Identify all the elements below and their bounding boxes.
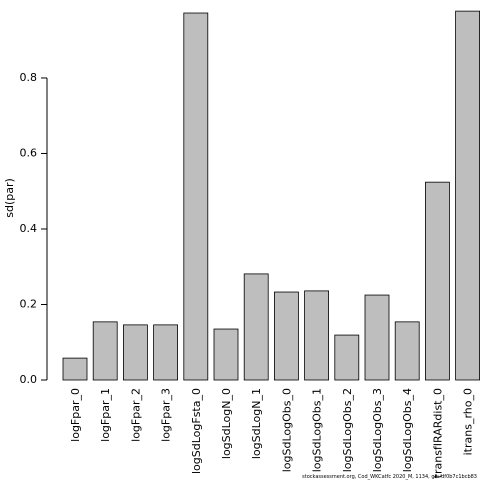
y-tick-label: 0.8: [20, 71, 38, 84]
x-tick-label: logSdLogObs_3: [371, 388, 384, 472]
x-tick-label: logSdLogN_0: [220, 388, 233, 459]
x-tick-label: logSdLogObs_0: [280, 388, 293, 472]
y-axis-label: sd(par): [3, 178, 16, 218]
bar: [123, 324, 148, 381]
x-tick-label: logSdLogObs_4: [401, 388, 414, 472]
bar: [62, 357, 88, 381]
bar: [394, 321, 420, 381]
bar: [334, 334, 360, 381]
y-tick-label: 0.2: [20, 297, 38, 310]
x-tick-label: logSdLogFsta_0: [190, 388, 203, 474]
x-tick-label: logFpar_0: [69, 388, 82, 442]
bar: [455, 10, 480, 381]
bar: [424, 181, 450, 381]
x-tick-label: logFpar_1: [99, 388, 112, 442]
x-tick-label: transfIRARdist_0: [431, 388, 444, 478]
bar: [243, 273, 269, 381]
bar: [213, 328, 239, 381]
bar: [364, 294, 390, 381]
x-tick-label: logFpar_3: [160, 388, 173, 442]
y-tick-label: 0.0: [20, 373, 38, 386]
y-tick-label: 0.6: [20, 146, 38, 159]
footer: stockassessment.org, Cod_WKCatfc 2020_M,…: [302, 474, 477, 480]
x-tick-label: logSdLogObs_1: [311, 388, 324, 472]
x-tick-label: logSdLogObs_2: [341, 388, 354, 472]
bar: [304, 290, 330, 381]
x-tick-label: logSdLogN_1: [250, 388, 263, 459]
bar: [273, 291, 299, 381]
bar: [183, 12, 209, 381]
bar: [153, 324, 179, 381]
x-tick-label: itrans_rho_0: [462, 388, 475, 455]
x-tick-label: logFpar_2: [129, 388, 142, 442]
bar: [92, 321, 118, 381]
y-tick-label: 0.4: [20, 222, 38, 235]
